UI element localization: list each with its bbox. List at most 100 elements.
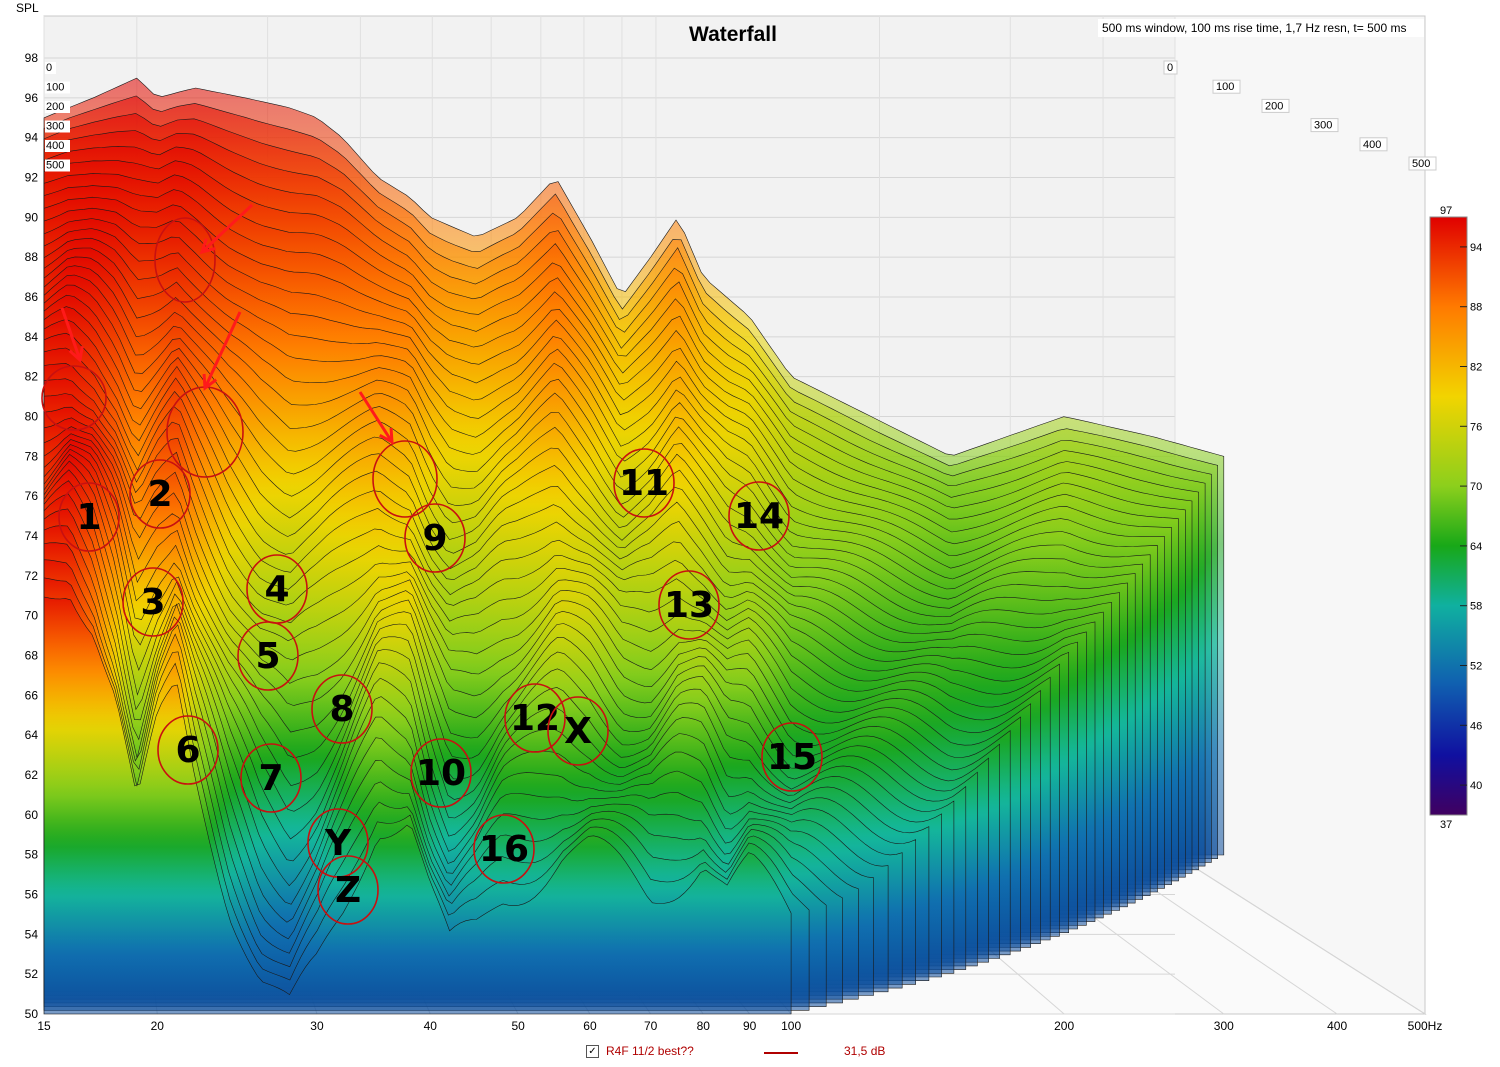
x-tick-label: 40 — [424, 1019, 438, 1033]
annotation-number: 14 — [734, 496, 784, 537]
chart-subtitle: 500 ms window, 100 ms rise time, 1,7 Hz … — [1102, 21, 1406, 35]
annotation-number: 6 — [175, 730, 200, 771]
time-tick-right: 0 — [1167, 62, 1173, 74]
x-tick-label: 70 — [644, 1019, 658, 1033]
y-tick-label: 86 — [25, 290, 39, 304]
colorbar-tick-label: 64 — [1470, 541, 1482, 553]
annotation-number: 10 — [416, 753, 466, 794]
time-tick-bg — [1310, 118, 1339, 133]
time-tick-left: 0 — [46, 62, 52, 74]
colorbar-tick-label: 52 — [1470, 661, 1482, 673]
time-tick-left: 100 — [46, 82, 64, 94]
x-tick-label: 20 — [151, 1019, 165, 1033]
trace-value: 31,5 dB — [844, 1044, 886, 1058]
x-tick-label: 400 — [1327, 1019, 1347, 1033]
time-tick-right: 300 — [1314, 120, 1332, 132]
trace-name: R4F 11/2 best?? — [606, 1044, 694, 1058]
y-axis-label: SPL — [16, 1, 39, 15]
x-tick-label: 100 — [781, 1019, 801, 1033]
x-tick-label: 90 — [743, 1019, 757, 1033]
colorbar-tick-label: 46 — [1470, 720, 1482, 732]
annotation-number: 12 — [510, 698, 560, 739]
annotation-circle — [613, 448, 675, 518]
peak-circle — [154, 217, 216, 303]
annotation-number: 15 — [767, 737, 817, 778]
annotation-circle — [658, 570, 720, 640]
annotation-number: 1 — [76, 497, 101, 538]
x-tick-label: 15 — [37, 1019, 51, 1033]
peak-circle — [41, 365, 107, 431]
waterfall-surface — [43, 77, 1225, 1015]
y-tick-label: 68 — [25, 649, 39, 663]
annotation-circle — [404, 503, 466, 573]
y-tick-label: 90 — [25, 210, 39, 224]
peak-arrow-head — [68, 345, 84, 363]
x-tick-label: 300 — [1214, 1019, 1234, 1033]
annotation-circle — [504, 683, 566, 753]
x-tick-label: 60 — [583, 1019, 597, 1033]
y-tick-label: 62 — [25, 768, 39, 782]
time-tick-bg — [1359, 137, 1388, 152]
y-tick-label: 52 — [25, 967, 39, 981]
x-tick-label: 50 — [511, 1019, 525, 1033]
time-tick-bg — [45, 81, 70, 94]
y-tick-label: 80 — [25, 410, 39, 424]
time-tick-right: 400 — [1363, 139, 1381, 151]
time-tick-bg — [1261, 98, 1290, 113]
y-tick-label: 88 — [25, 250, 39, 264]
y-tick-label: 66 — [25, 688, 39, 702]
y-tick-label: 98 — [25, 51, 39, 65]
colorbar-tick-label: 58 — [1470, 601, 1482, 613]
annotation-circle — [240, 743, 302, 813]
annotation-circle — [728, 481, 790, 551]
annotation-number: 7 — [258, 758, 283, 799]
y-tick-label: 64 — [25, 728, 39, 742]
y-tick-label: 58 — [25, 848, 39, 862]
trace-visibility-checkbox[interactable]: ✓ — [586, 1045, 599, 1058]
time-tick-bg — [1212, 79, 1241, 94]
annotation-circle — [473, 814, 535, 884]
peak-arrow — [60, 307, 82, 361]
annotation-number: 11 — [619, 463, 669, 504]
time-tick-left: 200 — [46, 101, 64, 113]
time-tick-bg — [45, 120, 70, 133]
peak-arrow-head — [379, 427, 394, 445]
annotation-number: 4 — [264, 569, 289, 610]
annotation-circle — [307, 808, 369, 878]
y-tick-label: 76 — [25, 489, 39, 503]
y-tick-label: 54 — [25, 927, 39, 941]
annotation-number: 2 — [147, 474, 172, 515]
annotation-number: Z — [335, 870, 361, 911]
colorbar-tick-label: 94 — [1470, 242, 1482, 254]
annotation-number: 5 — [255, 636, 280, 677]
colorbar-tick-label: 88 — [1470, 302, 1482, 314]
y-tick-label: 72 — [25, 569, 39, 583]
colorbar-tick-label: 82 — [1470, 362, 1482, 374]
annotation-circle — [317, 855, 379, 925]
x-gridline — [1174, 854, 1426, 1015]
time-tick-left: 300 — [46, 121, 64, 133]
subtitle-box — [1098, 19, 1424, 37]
annotation-circle — [122, 567, 184, 637]
peak-arrow — [203, 311, 242, 389]
colorbar-ticks: 94 88 82 76 70 64 58 52 46 40 — [1460, 242, 1482, 792]
peak-circle — [372, 440, 438, 518]
waterfall-slice — [43, 596, 792, 1015]
time-tick-bg — [45, 62, 56, 74]
trace-line-swatch — [764, 1052, 798, 1054]
y-tick-label: 70 — [25, 609, 39, 623]
y-tick-label: 74 — [25, 529, 39, 543]
annotation-circle — [237, 621, 299, 691]
y-tick-label: 82 — [25, 370, 39, 384]
colorbar — [1429, 216, 1468, 816]
annotation-circle — [410, 738, 472, 808]
y-tick-label: 84 — [25, 330, 39, 344]
x-tick-label: 200 — [1054, 1019, 1074, 1033]
time-tick-left: 400 — [46, 140, 64, 152]
chart-title: Waterfall — [689, 23, 777, 46]
axes: 5052545658606264666870727476788082848688… — [25, 51, 1443, 1033]
annotation-circle — [311, 674, 373, 744]
time-tick-bg — [1408, 156, 1437, 171]
